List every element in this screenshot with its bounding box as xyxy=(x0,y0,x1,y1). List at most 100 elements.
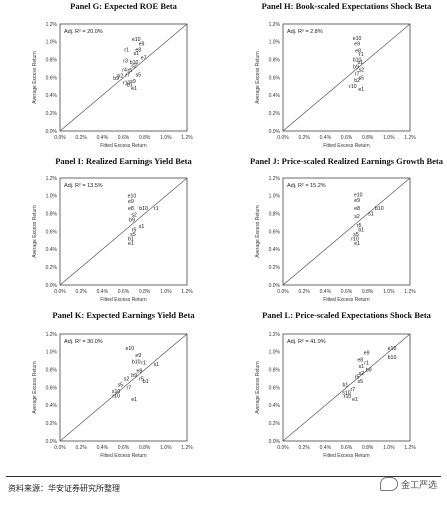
data-point-label: s5 xyxy=(358,379,364,385)
x-tick-label: 1.0% xyxy=(160,445,172,451)
y-tick-label: 0.2% xyxy=(269,421,281,427)
x-tick-label: 0.2% xyxy=(298,445,310,451)
panel-title: Panel G: Expected ROE Beta xyxy=(70,1,177,11)
y-tick-label: 0.2% xyxy=(46,111,58,117)
x-tick-label: 0.8% xyxy=(139,445,151,451)
y-tick-label: 0.6% xyxy=(46,75,58,81)
data-point-label: b1 xyxy=(358,228,364,234)
x-tick-label: 0.0% xyxy=(54,289,66,295)
r-squared-annotation: Adj. R² = 20.0% xyxy=(64,29,103,35)
r-squared-annotation: Adj. R² = 2.8% xyxy=(287,29,323,35)
data-point-label: e10 xyxy=(353,36,362,42)
data-point-label: b10 xyxy=(375,206,384,212)
y-tick-label: 1.0% xyxy=(269,40,281,46)
reference-line xyxy=(59,177,188,286)
data-point-label: b1 xyxy=(343,383,349,389)
data-point-label: r1 xyxy=(364,360,369,366)
x-tick-label: 0.0% xyxy=(277,289,289,295)
y-tick-label: 0.6% xyxy=(46,385,58,391)
x-tick-label: 1.2% xyxy=(181,135,193,141)
data-point-label: s1 xyxy=(358,60,364,66)
y-tick-label: 0.6% xyxy=(269,75,281,81)
data-point-label: r10 xyxy=(344,394,352,400)
r-squared-annotation: Adj. R² = 13.5% xyxy=(64,183,103,189)
x-tick-label: 0.2% xyxy=(75,289,87,295)
data-point-label: s9 xyxy=(130,79,136,85)
reference-line xyxy=(282,177,411,286)
data-point-label: r5 xyxy=(357,223,362,229)
r-squared-annotation: Adj. R² = 30.0% xyxy=(64,339,103,345)
data-point-label: b2 xyxy=(117,74,123,80)
x-tick-label: 1.0% xyxy=(383,289,395,295)
x-tick-label: 0.6% xyxy=(118,135,130,141)
data-point-label: e9 xyxy=(135,353,141,359)
data-point-label: e9 xyxy=(139,41,145,47)
data-point-label: r1 xyxy=(359,52,364,58)
data-point-label: s5 xyxy=(130,232,136,238)
panel-1: Panel G: Expected ROE Beta 0.0% 0.2% 0.4% 0.… xyxy=(32,1,193,149)
data-point-label: s1 xyxy=(359,364,365,370)
x-tick-label: 0.4% xyxy=(320,445,332,451)
x-tick-label: 0.8% xyxy=(362,289,374,295)
data-point-label: e1 xyxy=(128,241,134,247)
x-tick-label: 0.0% xyxy=(277,135,289,141)
data-point-label: b10 xyxy=(353,57,362,63)
plot-frame xyxy=(59,177,188,286)
y-tick-label: 0.0% xyxy=(269,129,281,135)
panel-2: Panel H: Book-scaled Expectations Shock … xyxy=(255,1,432,149)
data-point-label: e1 xyxy=(354,241,360,247)
x-tick-label: 0.4% xyxy=(97,289,109,295)
data-point-label: s2 xyxy=(354,214,360,220)
data-point-label: s10 xyxy=(112,389,120,395)
y-tick-label: 0.0% xyxy=(46,439,58,445)
y-tick-label: 0.0% xyxy=(46,129,58,135)
x-tick-label: 0.6% xyxy=(118,445,130,451)
data-point-label: b9 xyxy=(131,373,137,379)
data-point-label: e9 xyxy=(364,351,370,357)
x-tick-label: 0.6% xyxy=(118,289,130,295)
reference-line xyxy=(282,23,411,132)
data-point-label: s2 xyxy=(124,376,130,382)
data-point-label: b10 xyxy=(132,359,141,365)
chat-bubble-icon xyxy=(379,477,398,491)
y-axis-label: Average Excess Return xyxy=(32,205,38,258)
x-axis-label: Fitted Excess Return xyxy=(323,297,370,303)
x-tick-label: 1.2% xyxy=(181,445,193,451)
footer-divider xyxy=(6,476,441,477)
x-tick-label: 0.2% xyxy=(75,445,87,451)
data-point-label: b9 xyxy=(113,76,119,82)
data-point-label: r3 xyxy=(123,58,128,64)
data-point-label: r5 xyxy=(139,376,144,382)
data-point-label: b10 xyxy=(388,355,397,361)
data-point-label: s1 xyxy=(154,362,160,368)
reference-line xyxy=(282,333,411,442)
data-point-label: s1 xyxy=(139,224,145,230)
data-point-label: r7 xyxy=(355,72,360,78)
y-axis-label: Average Excess Return xyxy=(255,205,261,258)
y-tick-label: 0.8% xyxy=(269,57,281,63)
y-tick-label: 1.2% xyxy=(46,176,58,182)
data-point-label: s2 xyxy=(131,64,137,70)
y-tick-label: 0.4% xyxy=(269,93,281,99)
data-point-label: e8 xyxy=(357,358,363,364)
y-tick-label: 0.8% xyxy=(269,211,281,217)
x-tick-label: 1.2% xyxy=(404,445,416,451)
data-point-label: b1 xyxy=(128,236,134,242)
data-point-label: s5 xyxy=(359,75,365,81)
data-point-label: b10 xyxy=(139,206,148,212)
data-point-label: s5 xyxy=(136,73,142,79)
y-tick-label: 0.0% xyxy=(269,439,281,445)
panel-title: Panel I: Realized Earnings Yield Beta xyxy=(55,156,192,166)
y-tick-label: 1.2% xyxy=(46,332,58,338)
y-tick-label: 1.0% xyxy=(46,194,58,200)
plot-frame xyxy=(59,333,188,442)
data-point-label: e9 xyxy=(354,198,360,204)
data-point-label: s2 xyxy=(359,371,365,377)
data-point-label: e10 xyxy=(354,193,363,199)
x-tick-label: 0.6% xyxy=(341,445,353,451)
data-point-label: e1 xyxy=(358,87,364,93)
x-tick-label: 1.0% xyxy=(383,445,395,451)
y-tick-label: 1.0% xyxy=(269,194,281,200)
data-point-label: s5 xyxy=(118,383,124,389)
